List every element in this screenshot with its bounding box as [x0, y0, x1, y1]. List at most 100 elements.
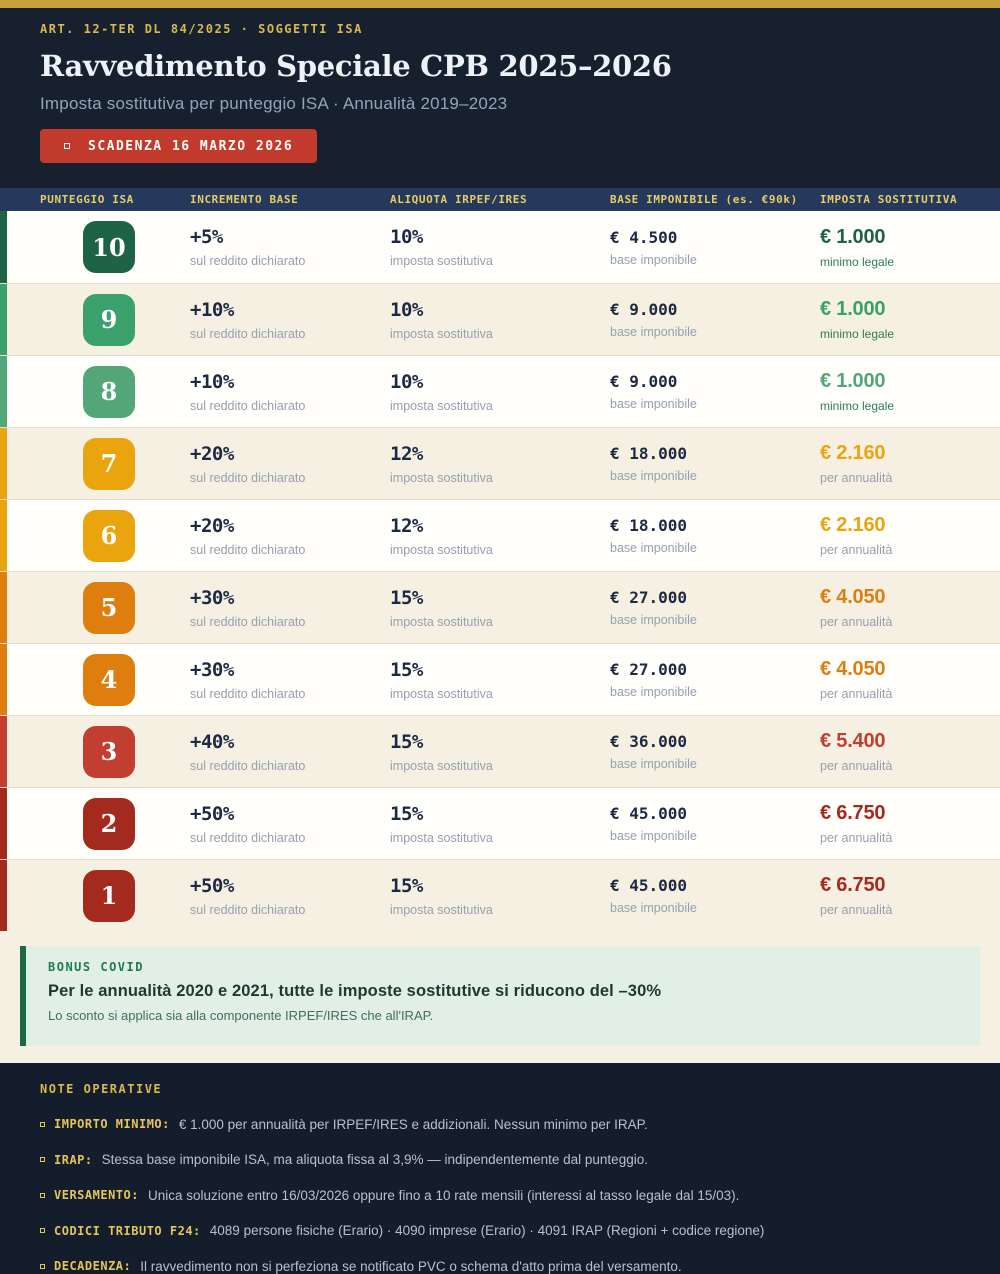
isa-score-badge: 4 — [83, 653, 135, 706]
base-sublabel: base imponibile — [610, 685, 697, 699]
note-label: VERSAMENTO: — [54, 1188, 139, 1202]
isa-score-badge: 10 — [83, 221, 135, 273]
isa-score-value: 5 — [100, 593, 118, 622]
increment-sublabel: sul reddito dichiarato — [190, 254, 306, 268]
increment-sublabel: sul reddito dichiarato — [190, 614, 306, 629]
table-row: 8 +10% sul reddito dichiarato 10% impost… — [0, 355, 1000, 427]
square-bullet-icon — [40, 1157, 45, 1162]
note-label: IRAP: — [54, 1152, 93, 1167]
note-item: DECADENZA: Il ravvedimento non si perfez… — [40, 1259, 960, 1274]
increment-sublabel: sul reddito dichiarato — [190, 398, 306, 413]
tax-value: € 1.000 — [820, 370, 886, 392]
tax-sublabel: per annualità — [820, 687, 893, 701]
base-value: € 18.000 — [610, 444, 688, 463]
rate-value: 12% — [390, 442, 423, 465]
isa-score-value: 4 — [100, 665, 118, 694]
rate-sublabel: imposta sostitutiva — [390, 542, 493, 557]
square-bullet-icon — [64, 143, 70, 149]
square-bullet-icon — [40, 1228, 45, 1233]
base-sublabel: base imponibile — [610, 325, 697, 339]
isa-score-value: 9 — [100, 305, 118, 334]
note-item: IRAP: Stessa base imponibile ISA, ma ali… — [40, 1152, 960, 1167]
table-row: 1 +50% sul reddito dichiarato 15% impost… — [0, 859, 1000, 931]
rate-sublabel: imposta sostitutiva — [390, 470, 493, 485]
increment-value: +50% — [190, 802, 234, 825]
rate-sublabel: imposta sostitutiva — [390, 902, 493, 917]
isa-score-badge: 7 — [83, 437, 135, 490]
increment-sublabel: sul reddito dichiarato — [190, 686, 306, 701]
rate-sublabel: imposta sostitutiva — [390, 614, 493, 629]
increment-value: +5% — [190, 226, 223, 248]
note-text: Unica soluzione entro 16/03/2026 oppure … — [147, 1187, 740, 1203]
notes-heading: NOTE OPERATIVE — [40, 1082, 163, 1096]
notes-footer: NOTE OPERATIVE IMPORTO MINIMO: € 1.000 p… — [0, 1063, 1000, 1274]
bonus-covid-callout: BONUS COVID Per le annualità 2020 e 2021… — [20, 946, 980, 1046]
deadline-badge: SCADENZA 16 MARZO 2026 — [40, 129, 318, 163]
increment-sublabel: sul reddito dichiarato — [190, 542, 306, 557]
column-header-punteggio: PUNTEGGIO ISA — [40, 193, 134, 206]
rate-value: 15% — [390, 802, 423, 825]
page-subtitle: Imposta sostitutiva per punteggio ISA · … — [40, 94, 508, 113]
increment-value: +10% — [190, 298, 234, 321]
base-value: € 9.000 — [610, 372, 678, 391]
page-title: Ravvedimento Speciale CPB 2025–2026 — [40, 49, 672, 83]
rate-sublabel: imposta sostitutiva — [390, 830, 493, 845]
tax-value: € 4.050 — [820, 658, 886, 680]
base-value: € 18.000 — [610, 516, 688, 535]
base-value: € 4.500 — [610, 227, 678, 247]
note-text: Il ravvedimento non si perfeziona se not… — [140, 1258, 682, 1274]
isa-score-badge: 9 — [83, 293, 135, 346]
rate-sublabel: imposta sostitutiva — [390, 686, 493, 701]
tax-value: € 6.750 — [820, 802, 886, 824]
rate-value: 10% — [390, 298, 423, 321]
base-value: € 27.000 — [610, 588, 688, 607]
note-text: Stessa base imponibile ISA, ma aliquota … — [101, 1152, 648, 1167]
tax-sublabel: per annualità — [820, 903, 893, 917]
column-header-imposta: IMPOSTA SOSTITUTIVA — [820, 193, 958, 206]
base-value: € 36.000 — [610, 732, 688, 751]
bonus-text: Lo sconto si applica sia alla componente… — [48, 1008, 434, 1023]
note-item: IMPORTO MINIMO: € 1.000 per annualità pe… — [40, 1117, 960, 1132]
rate-sublabel: imposta sostitutiva — [390, 254, 493, 268]
isa-score-value: 7 — [100, 449, 118, 478]
increment-sublabel: sul reddito dichiarato — [190, 470, 306, 485]
rate-value: 15% — [390, 658, 423, 681]
tax-sublabel: minimo legale — [820, 327, 895, 341]
note-item: VERSAMENTO: Unica soluzione entro 16/03/… — [40, 1188, 960, 1203]
increment-value: +30% — [190, 586, 234, 609]
increment-sublabel: sul reddito dichiarato — [190, 758, 306, 773]
isa-score-badge: 5 — [83, 581, 135, 634]
table-row: 3 +40% sul reddito dichiarato 15% impost… — [0, 715, 1000, 787]
base-sublabel: base imponibile — [610, 469, 697, 483]
tax-sublabel: minimo legale — [820, 254, 895, 269]
isa-score-badge: 2 — [83, 797, 135, 850]
note-label: DECADENZA: — [54, 1259, 132, 1273]
tax-sublabel: per annualità — [820, 831, 893, 845]
header: ART. 12-TER DL 84/2025 · SOGGETTI ISA Ra… — [0, 8, 1000, 188]
square-bullet-icon — [40, 1121, 45, 1127]
tax-sublabel: per annualità — [820, 543, 893, 557]
isa-score-value: 2 — [100, 809, 118, 838]
square-bullet-icon — [40, 1192, 45, 1198]
rate-value: 15% — [390, 874, 423, 897]
increment-sublabel: sul reddito dichiarato — [190, 902, 306, 917]
tax-sublabel: per annualità — [820, 615, 893, 629]
note-label: CODICI TRIBUTO F24: — [54, 1223, 201, 1238]
tax-value: € 2.160 — [820, 442, 886, 464]
column-header-base: BASE IMPONIBILE (es. €90k) — [610, 193, 798, 206]
rate-value: 10% — [390, 370, 423, 393]
isa-score-badge: 8 — [83, 365, 135, 418]
notes-list: IMPORTO MINIMO: € 1.000 per annualità pe… — [40, 1117, 960, 1274]
base-sublabel: base imponibile — [610, 541, 697, 555]
table-row: 2 +50% sul reddito dichiarato 15% impost… — [0, 787, 1000, 859]
bonus-title: Per le annualità 2020 e 2021, tutte le i… — [48, 982, 662, 1000]
isa-score-value: 3 — [100, 737, 118, 766]
gold-top-bar — [0, 0, 1000, 8]
isa-score-value: 8 — [100, 377, 118, 406]
base-value: € 9.000 — [610, 300, 678, 319]
base-value: € 27.000 — [610, 660, 688, 679]
base-sublabel: base imponibile — [610, 829, 697, 843]
note-item: CODICI TRIBUTO F24: 4089 persone fisiche… — [40, 1223, 960, 1238]
table-header-row: PUNTEGGIO ISA INCREMENTO BASE ALIQUOTA I… — [0, 188, 1000, 211]
table-row: 7 +20% sul reddito dichiarato 12% impost… — [0, 427, 1000, 499]
